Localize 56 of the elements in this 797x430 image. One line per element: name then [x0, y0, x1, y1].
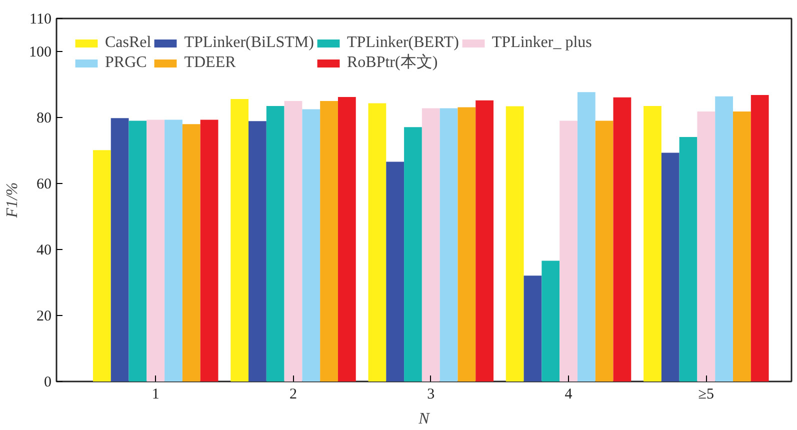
bar [440, 108, 458, 382]
bar [542, 260, 560, 382]
bar [422, 108, 440, 382]
bar [644, 106, 662, 382]
bar [320, 101, 338, 382]
bar [661, 152, 680, 382]
y-tick-label: 60 [36, 176, 52, 192]
y-axis-title: F1/% [4, 182, 21, 219]
bar [368, 103, 386, 382]
x-axis-title: N [418, 410, 431, 428]
y-tick-label: 0 [44, 374, 52, 390]
legend-label: PRGC [105, 54, 147, 72]
bar [404, 127, 422, 382]
bar [458, 107, 476, 382]
bar [128, 120, 147, 382]
bar [697, 112, 716, 382]
x-tick-label: 3 [427, 386, 435, 402]
legend-label: CasRel [105, 34, 152, 52]
bar [386, 162, 404, 382]
legend-label: TPLinker(BiLSTM) [184, 34, 314, 52]
bar [476, 100, 494, 382]
bar [595, 120, 614, 382]
bar [524, 276, 542, 382]
y-tick-label: 80 [36, 110, 52, 126]
bar [506, 106, 524, 382]
legend-label: TPLinker(BERT) [346, 34, 459, 52]
bar [679, 136, 698, 382]
bar [715, 96, 734, 382]
bar [248, 121, 266, 382]
legend-label: RoBPtr(本文) [346, 52, 438, 73]
bar [560, 120, 578, 382]
bar [302, 109, 320, 382]
bar [284, 101, 302, 382]
x-tick-label: 1 [152, 386, 160, 402]
bar [266, 106, 284, 382]
bar [750, 95, 769, 382]
bar [733, 112, 751, 382]
bar [164, 120, 182, 382]
y-tick-label: 110 [30, 12, 52, 28]
bar [146, 120, 165, 382]
bar [338, 97, 356, 382]
bar [577, 92, 596, 382]
x-tick-label: 2 [289, 386, 297, 402]
x-tick-label: 4 [564, 386, 573, 402]
bar [92, 150, 111, 382]
y-tick-label: 40 [36, 242, 52, 258]
bar [230, 99, 249, 382]
legend-label: TPLinker_ plus [492, 34, 592, 52]
legend-label: TDEER [184, 54, 236, 72]
bar [200, 120, 218, 382]
y-tick-label: 100 [29, 44, 52, 60]
bar [110, 118, 129, 382]
y-tick-label: 20 [36, 308, 52, 324]
bar [182, 124, 200, 382]
bar [613, 97, 632, 382]
x-tick-label: ≥5 [698, 386, 714, 402]
